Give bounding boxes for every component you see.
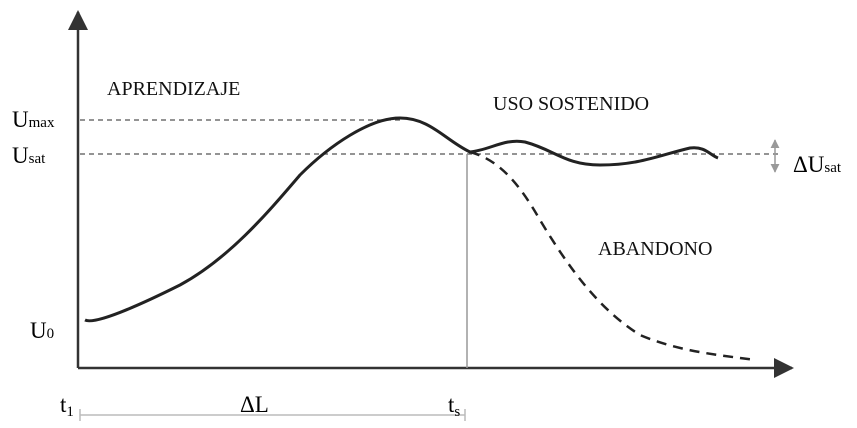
phase-label: ABANDONO (598, 238, 712, 260)
delta-l-bracket (79, 409, 466, 421)
label-part: t (60, 392, 67, 417)
label-part: 1 (66, 404, 74, 420)
t-s-label: ts (448, 392, 460, 420)
label-part: U (30, 318, 47, 343)
label-part: sat (824, 160, 841, 176)
label-part: 0 (47, 326, 55, 342)
delta-u-label: ΔUsat (793, 152, 842, 177)
u-max-label: Umax (12, 107, 55, 132)
abandon-curve (469, 150, 756, 362)
label-part: t (448, 392, 455, 417)
u-0-label: U0 (30, 318, 54, 343)
label-part: sat (29, 151, 46, 167)
label-part: U (12, 107, 29, 132)
u-sat-label: Usat (12, 143, 46, 168)
t-1-label: t1 (60, 392, 74, 420)
label-part: U (12, 143, 29, 168)
delta-l-label: ΔL (240, 392, 269, 417)
label-part: s (454, 404, 460, 420)
label-part: max (29, 115, 55, 131)
phase-label: USO SOSTENIDO (493, 93, 649, 115)
label-part: ΔU (793, 152, 825, 177)
phase-label: APRENDIZAJE (107, 78, 240, 100)
usage-curve (84, 116, 719, 323)
